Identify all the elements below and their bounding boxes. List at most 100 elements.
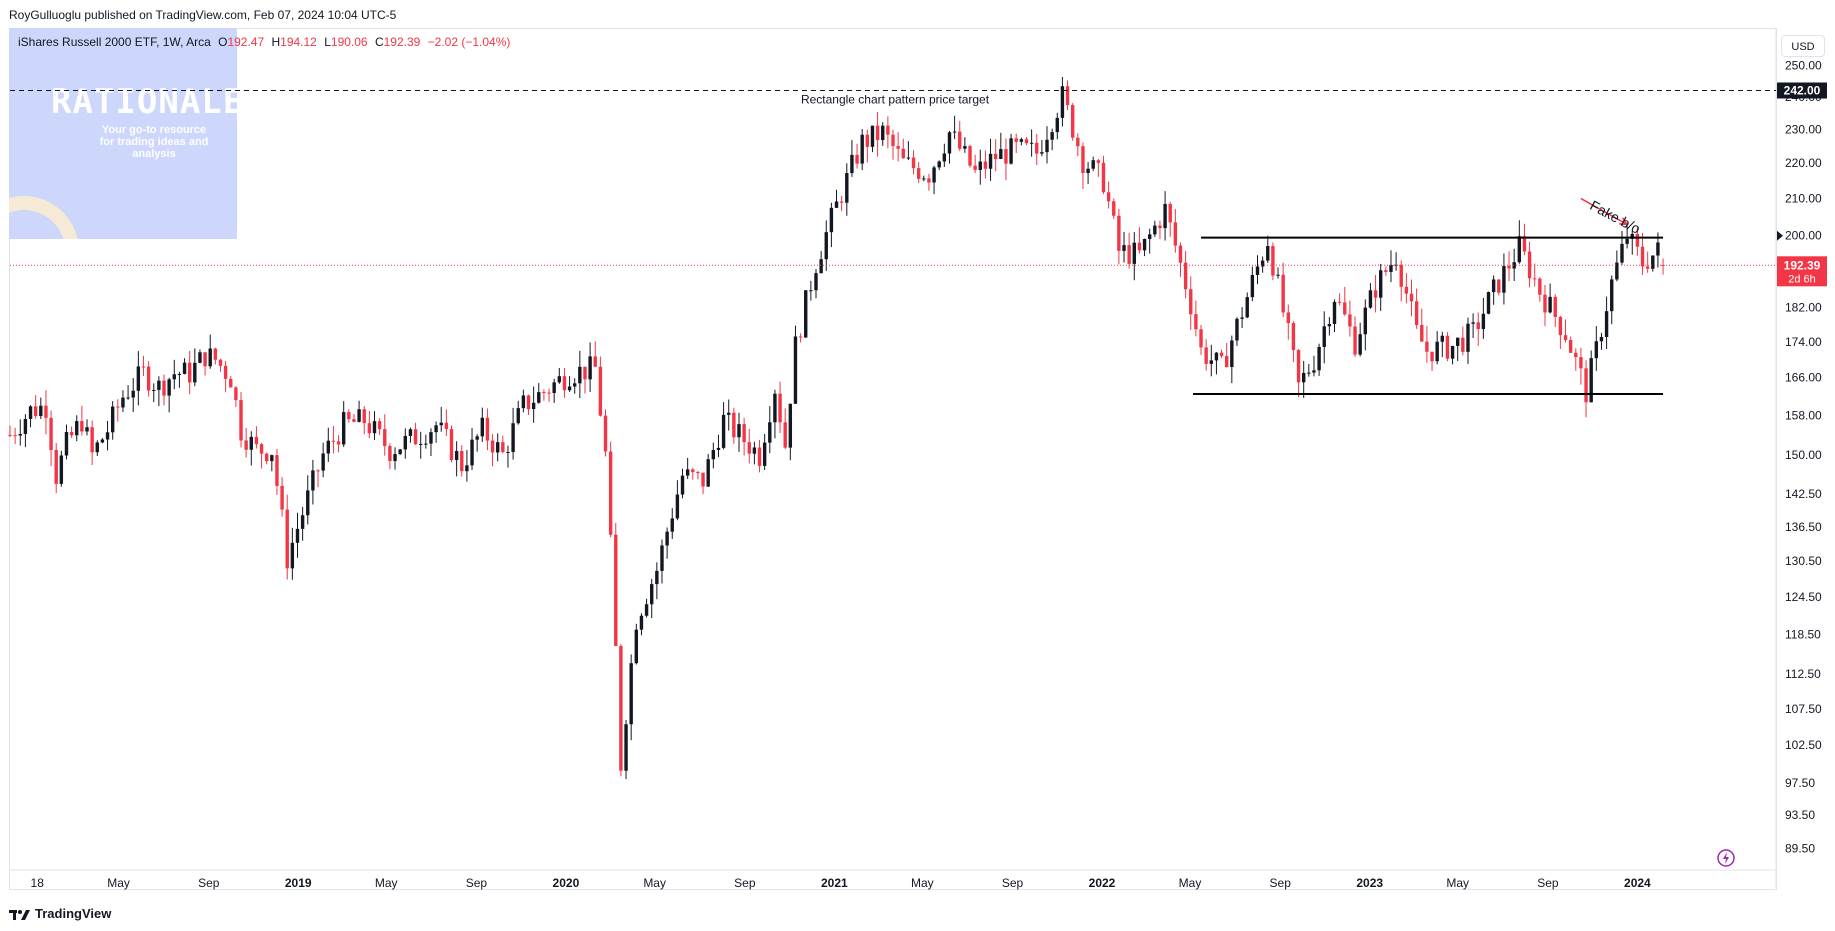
candle-body	[870, 125, 875, 147]
candle-body	[1343, 302, 1347, 315]
candle-body	[1024, 139, 1029, 144]
candle-body	[1579, 357, 1583, 369]
candle-body	[588, 356, 592, 380]
target-price-tag: 242.00	[1784, 84, 1821, 98]
candle-body	[393, 454, 397, 462]
candle-body	[398, 449, 402, 455]
candle-body	[1147, 234, 1152, 239]
candle-body	[290, 542, 295, 569]
candle-body	[1332, 301, 1337, 324]
candle-body	[1568, 340, 1573, 353]
candle-body	[1645, 266, 1650, 269]
candle-body	[316, 470, 320, 472]
y-tick-label: 230.00	[1785, 122, 1822, 136]
symbol-legend[interactable]: iShares Russell 2000 ETF, 1W, Arca O192.…	[18, 35, 510, 49]
candle-body	[1656, 242, 1660, 256]
fake-breakout-arrowhead-icon	[1619, 217, 1628, 226]
candle-body	[311, 470, 315, 491]
candle-body	[254, 436, 259, 445]
candle-body	[598, 366, 603, 416]
candle-body	[264, 453, 269, 462]
candle-body	[1640, 246, 1645, 267]
x-tick-label: May	[375, 876, 398, 890]
candle-body	[922, 178, 926, 180]
candle-body	[978, 161, 982, 170]
candle-body	[85, 427, 89, 432]
candle-body	[1183, 262, 1188, 290]
candle-body	[593, 356, 597, 367]
candle-body	[1173, 222, 1178, 246]
candle-body	[69, 432, 74, 436]
candle-body	[429, 432, 433, 444]
candle-body	[229, 378, 233, 388]
candle-body	[1230, 340, 1234, 368]
candle-body	[1368, 290, 1373, 308]
candle-body	[670, 518, 674, 532]
candle-body	[963, 146, 967, 149]
x-tick-label: 2019	[285, 876, 312, 890]
candle-body	[603, 415, 608, 452]
candle-body	[146, 366, 151, 391]
candle-body	[629, 663, 633, 725]
candle-body	[1522, 236, 1527, 252]
candle-body	[1384, 270, 1388, 272]
candle-body	[1594, 341, 1599, 359]
x-tick-label: Sep	[466, 876, 488, 890]
candle-body	[1296, 350, 1301, 383]
candle-body	[75, 421, 79, 436]
candle-body	[1533, 278, 1537, 280]
candle-body	[1065, 86, 1070, 106]
candle-body	[1163, 203, 1167, 229]
candle-body	[624, 724, 628, 771]
candle-body	[193, 362, 197, 383]
candle-body	[927, 178, 931, 183]
candle-body	[352, 419, 356, 422]
candle-body	[768, 422, 772, 443]
candle-body	[162, 380, 166, 396]
candle-body	[1553, 296, 1557, 317]
candle-body	[1224, 356, 1229, 368]
candle-body	[1635, 233, 1640, 247]
candle-body	[557, 376, 562, 383]
candle-body	[973, 165, 977, 170]
candle-body	[1527, 251, 1532, 279]
y-tick-label: 112.50	[1785, 667, 1821, 681]
candle-body	[608, 451, 613, 535]
candle-body	[367, 423, 372, 434]
candle-body	[1276, 274, 1280, 276]
publisher-info: RoyGulluoglu published on TradingView.co…	[9, 8, 397, 22]
candle-body	[1112, 201, 1116, 216]
footer-brand[interactable]: TradingView	[9, 906, 111, 921]
price-tag-bg	[1777, 256, 1827, 287]
candle-body	[732, 412, 736, 438]
candle-body	[860, 134, 864, 164]
lightning-icon[interactable]	[1716, 848, 1736, 868]
x-tick-label: Sep	[1270, 876, 1292, 890]
candle-body	[886, 125, 890, 135]
candle-body	[701, 472, 705, 487]
candle-body	[1615, 262, 1619, 280]
candle-body	[208, 348, 212, 367]
x-tick-label: May	[1179, 876, 1202, 890]
candle-body	[1337, 301, 1342, 303]
candle-body	[1610, 279, 1614, 312]
candle-body	[1389, 264, 1393, 272]
candle-body	[685, 469, 690, 476]
candle-body	[1620, 243, 1624, 263]
candle-body	[993, 153, 998, 159]
x-tick-label: 18	[31, 876, 45, 890]
candle-body	[583, 366, 587, 380]
candle-body	[1430, 351, 1434, 362]
candle-body	[413, 429, 418, 445]
candle-body	[952, 131, 957, 133]
x-tick-label: Sep	[198, 876, 220, 890]
candle-body	[213, 348, 218, 360]
candle-body	[167, 379, 171, 396]
y-tick-label: 130.50	[1785, 554, 1822, 568]
currency-button[interactable]: USD	[1781, 35, 1825, 57]
candle-body	[1327, 323, 1332, 327]
candle-body	[116, 406, 120, 408]
symbol-name[interactable]: iShares Russell 2000 ETF, 1W, Arca	[18, 35, 211, 49]
candle-body	[1137, 242, 1142, 251]
